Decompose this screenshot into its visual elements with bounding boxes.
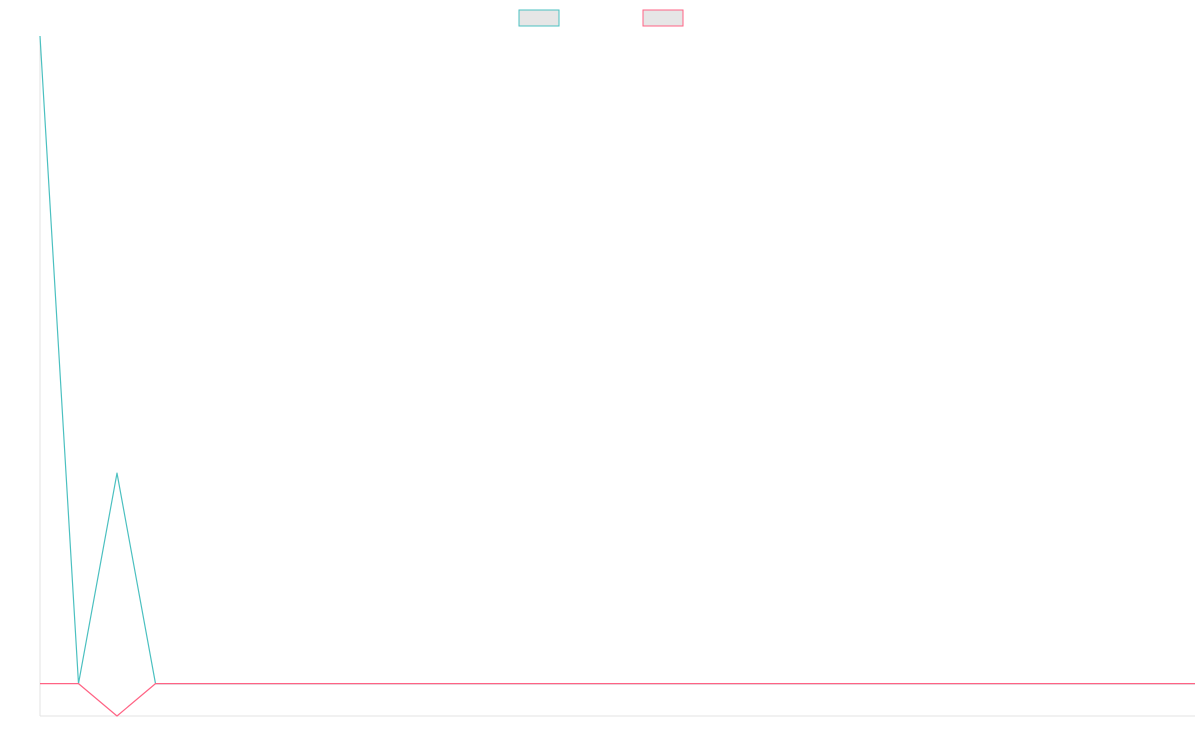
legend: [518, 9, 684, 27]
legend-item[interactable]: [518, 9, 560, 27]
legend-item[interactable]: [642, 9, 684, 27]
legend-swatch: [518, 9, 560, 27]
axes: [39, 36, 1195, 717]
series-line-2: [40, 683, 1195, 717]
legend-swatch: [642, 9, 684, 27]
series-line-1: [39, 35, 1195, 685]
series-lines: [39, 35, 1195, 717]
